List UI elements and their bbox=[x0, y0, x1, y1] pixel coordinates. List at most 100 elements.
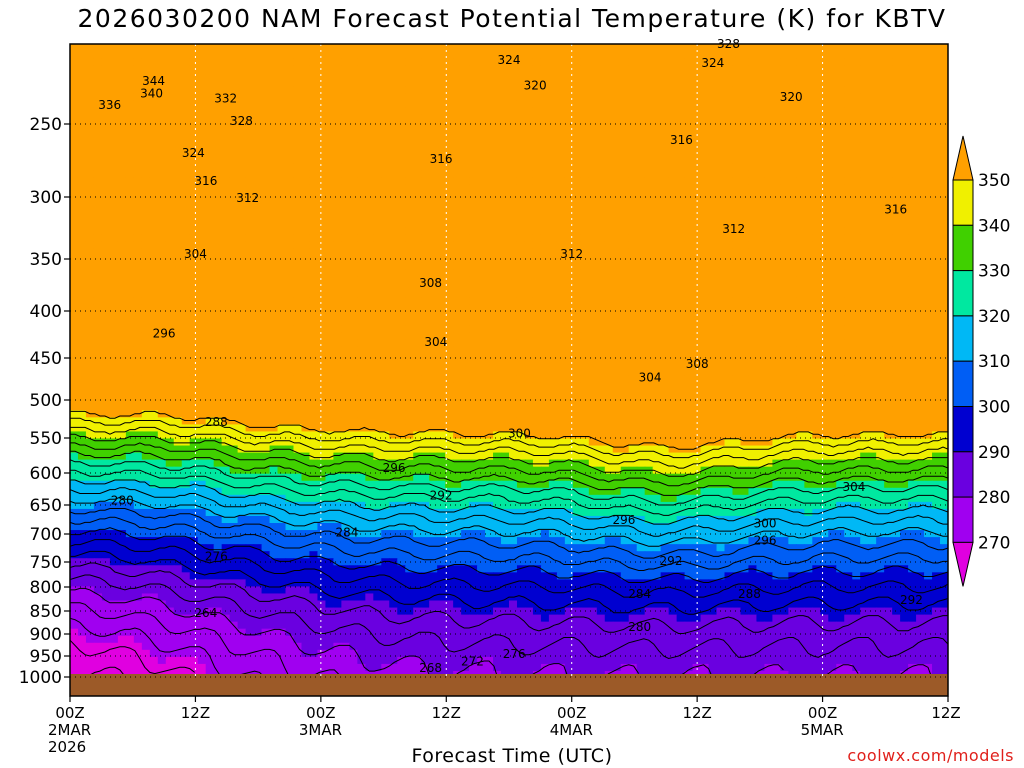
field-cell bbox=[254, 93, 263, 101]
field-cell bbox=[238, 319, 247, 327]
field-cell bbox=[254, 312, 263, 320]
field-cell bbox=[565, 157, 574, 165]
field-cell bbox=[333, 150, 342, 158]
field-cell bbox=[421, 107, 430, 115]
field-cell bbox=[828, 178, 837, 186]
field-cell bbox=[461, 276, 470, 284]
field-cell bbox=[836, 107, 845, 115]
field-cell bbox=[389, 361, 398, 369]
field-cell bbox=[820, 340, 829, 348]
field-cell bbox=[357, 206, 366, 214]
field-cell bbox=[461, 185, 470, 193]
field-cell bbox=[453, 86, 462, 94]
field-cell bbox=[772, 157, 781, 165]
field-cell bbox=[230, 58, 239, 66]
field-cell bbox=[110, 347, 119, 355]
field-cell bbox=[134, 298, 143, 306]
field-cell bbox=[932, 79, 941, 87]
field-cell bbox=[437, 79, 446, 87]
field-cell bbox=[182, 192, 191, 200]
field-cell bbox=[820, 347, 829, 355]
field-cell bbox=[301, 72, 310, 80]
field-cell bbox=[637, 340, 646, 348]
field-cell bbox=[78, 129, 87, 137]
field-cell bbox=[78, 319, 87, 327]
field-cell bbox=[134, 269, 143, 277]
field-cell bbox=[78, 86, 87, 94]
field-cell bbox=[581, 129, 590, 137]
field-cell bbox=[701, 220, 710, 228]
field-cell bbox=[142, 227, 151, 235]
field-cell bbox=[557, 164, 566, 172]
field-cell bbox=[621, 114, 630, 122]
field-cell bbox=[405, 333, 414, 341]
field-cell bbox=[429, 79, 438, 87]
field-cell bbox=[900, 58, 909, 66]
field-cell bbox=[812, 150, 821, 158]
field-cell bbox=[788, 276, 797, 284]
field-cell bbox=[365, 333, 374, 341]
field-cell bbox=[469, 129, 478, 137]
field-cell bbox=[381, 185, 390, 193]
field-cell bbox=[509, 241, 518, 249]
field-cell bbox=[661, 241, 670, 249]
field-cell bbox=[533, 269, 542, 277]
field-cell bbox=[286, 121, 295, 129]
field-cell bbox=[836, 93, 845, 101]
field-cell bbox=[932, 347, 941, 355]
field-cell bbox=[908, 121, 917, 129]
field-cell bbox=[262, 262, 271, 270]
field-cell bbox=[333, 100, 342, 108]
field-cell bbox=[317, 291, 326, 299]
field-cell bbox=[573, 58, 582, 66]
field-cell bbox=[924, 234, 933, 242]
field-cell bbox=[900, 65, 909, 73]
field-cell bbox=[286, 284, 295, 292]
field-cell bbox=[110, 319, 119, 327]
field-cell bbox=[150, 361, 159, 369]
field-cell bbox=[876, 220, 885, 228]
field-cell bbox=[645, 319, 654, 327]
field-cell bbox=[868, 291, 877, 299]
field-cell bbox=[102, 269, 111, 277]
field-cell bbox=[278, 192, 287, 200]
field-cell bbox=[214, 319, 223, 327]
field-cell bbox=[820, 178, 829, 186]
field-cell bbox=[924, 192, 933, 200]
field-cell bbox=[70, 248, 79, 256]
field-cell bbox=[293, 136, 302, 144]
field-cell bbox=[884, 234, 893, 242]
field-cell bbox=[309, 44, 318, 52]
field-cell bbox=[118, 51, 127, 59]
field-cell bbox=[597, 185, 606, 193]
field-cell bbox=[206, 51, 215, 59]
field-cell bbox=[206, 326, 215, 334]
field-cell bbox=[629, 199, 638, 207]
field-cell bbox=[589, 347, 598, 355]
field-cell bbox=[254, 248, 263, 256]
field-cell bbox=[158, 234, 167, 242]
field-cell bbox=[78, 65, 87, 73]
field-cell bbox=[94, 312, 103, 320]
field-cell bbox=[517, 107, 526, 115]
field-cell bbox=[525, 192, 534, 200]
field-cell bbox=[876, 312, 885, 320]
field-cell bbox=[908, 312, 917, 320]
field-cell bbox=[405, 319, 414, 327]
field-cell bbox=[740, 79, 749, 87]
field-cell bbox=[876, 298, 885, 306]
field-cell bbox=[493, 312, 502, 320]
field-cell bbox=[469, 86, 478, 94]
field-cell bbox=[844, 319, 853, 327]
field-cell bbox=[238, 284, 247, 292]
field-cell bbox=[94, 326, 103, 334]
field-cell bbox=[158, 178, 167, 186]
field-cell bbox=[748, 72, 757, 80]
field-cell bbox=[413, 291, 422, 299]
field-cell bbox=[429, 171, 438, 179]
field-cell bbox=[557, 312, 566, 320]
field-cell bbox=[405, 192, 414, 200]
field-cell bbox=[86, 164, 95, 172]
field-cell bbox=[557, 121, 566, 129]
field-cell bbox=[397, 121, 406, 129]
